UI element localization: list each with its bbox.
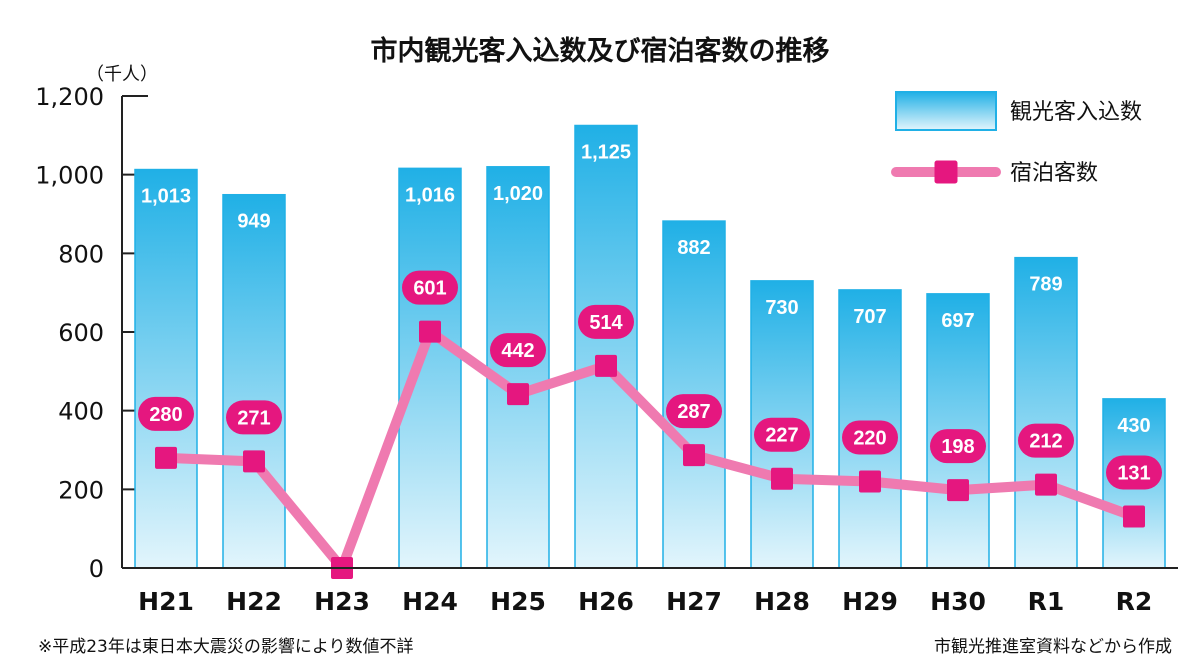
line-marker (419, 320, 441, 343)
bar-value-label: 430 (1117, 415, 1150, 437)
x-axis: H21 H22 H23 H24 H25 H26 H27 H28 H29 H30 R1 R2 (122, 567, 1178, 616)
line-value-label: 514 (589, 312, 623, 334)
legend: 観光客入込数 宿泊客数 (891, 91, 1142, 186)
line-label-badge (754, 417, 810, 452)
line-marker (1123, 505, 1145, 528)
x-tick-label: H27 (666, 587, 722, 616)
bar (398, 167, 462, 569)
x-tick-label: H24 (402, 587, 458, 616)
x-tick-label: H25 (490, 587, 546, 616)
bar (574, 124, 638, 569)
x-tick-label: H28 (754, 587, 810, 616)
chart-title: 市内観光客入込数及び宿泊客数の推移 (371, 35, 830, 67)
bar (1014, 256, 1078, 569)
line-label-badge (138, 396, 194, 431)
y-tick-label: 1,000 (35, 162, 104, 190)
line-label-badge (842, 420, 898, 455)
y-tick-label: 400 (58, 398, 104, 426)
legend-line-marker (934, 160, 958, 184)
line-series: 280 271 601 442 514 287 227 220 198 212 131 (138, 270, 1162, 579)
bar-value-label: 697 (941, 310, 974, 332)
line-label-badge (1018, 423, 1074, 458)
line-marker (683, 444, 705, 467)
line-value-label: 227 (765, 425, 798, 447)
line-value-label: 601 (413, 278, 446, 300)
line-value-label: 280 (149, 404, 182, 426)
line-label-badge (1106, 455, 1162, 490)
x-tick-label: R1 (1028, 587, 1065, 616)
bar-value-label: 1,013 (141, 186, 191, 208)
legend-bar-label: 観光客入込数 (1010, 100, 1142, 125)
line-value-label: 212 (1029, 431, 1062, 453)
line-marker (243, 450, 265, 473)
bar-value-label: 1,016 (405, 184, 455, 206)
unit-label: （千人） (86, 64, 158, 85)
bar (222, 193, 286, 569)
line-label-badge (666, 394, 722, 429)
line-marker (947, 479, 969, 502)
line-marker (507, 383, 529, 406)
line-label-badge (490, 333, 546, 368)
bar-value-label: 949 (237, 211, 270, 233)
y-axis: 0 200 400 600 800 1,000 1,200 (35, 83, 148, 583)
x-tick-label: H22 (226, 587, 282, 616)
line-marker (771, 467, 793, 490)
footnote-right: 市観光推進室資料などから作成 (934, 637, 1172, 657)
x-tick-label: R2 (1116, 587, 1153, 616)
y-tick-label: 800 (58, 240, 104, 268)
legend-bar-swatch (895, 91, 997, 131)
bar-value-label: 730 (765, 297, 798, 319)
bar-value-label: 707 (853, 306, 886, 328)
line-value-label: 442 (501, 340, 534, 362)
line-label-badge (402, 270, 458, 305)
y-tick-label: 0 (89, 555, 104, 583)
x-tick-label: H21 (138, 587, 194, 616)
line-value-label: 287 (677, 401, 710, 423)
line-label-badge (930, 429, 986, 464)
line-value-label: 220 (853, 427, 886, 449)
bar-value-label: 1,020 (493, 183, 543, 205)
x-tick-label: H30 (930, 587, 986, 616)
y-tick-label: 1,200 (35, 83, 104, 111)
line-value-label: 271 (237, 407, 270, 429)
line-label-badge (578, 304, 634, 339)
line-marker (155, 446, 177, 469)
y-tick-label: 600 (58, 319, 104, 347)
x-tick-label: H29 (842, 587, 898, 616)
line-label-badge (226, 400, 282, 435)
bar-value-label: 789 (1029, 274, 1062, 296)
line-path (161, 326, 1139, 573)
x-tick-label: H23 (314, 587, 370, 616)
line-marker (1035, 473, 1057, 496)
line-marker (859, 470, 881, 493)
bar (486, 166, 550, 569)
bar-value-label: 882 (677, 237, 710, 259)
line-marker (595, 354, 617, 377)
x-tick-label: H26 (578, 587, 634, 616)
footnote-left: ※平成23年は東日本大震災の影響により数値不詳 (38, 637, 414, 657)
legend-line-label: 宿泊客数 (1010, 161, 1098, 186)
line-value-label: 198 (941, 436, 974, 458)
bar (134, 168, 198, 569)
y-tick-label: 200 (58, 476, 104, 504)
bar-value-label: 1,125 (581, 142, 631, 164)
line-value-label: 131 (1117, 462, 1150, 484)
